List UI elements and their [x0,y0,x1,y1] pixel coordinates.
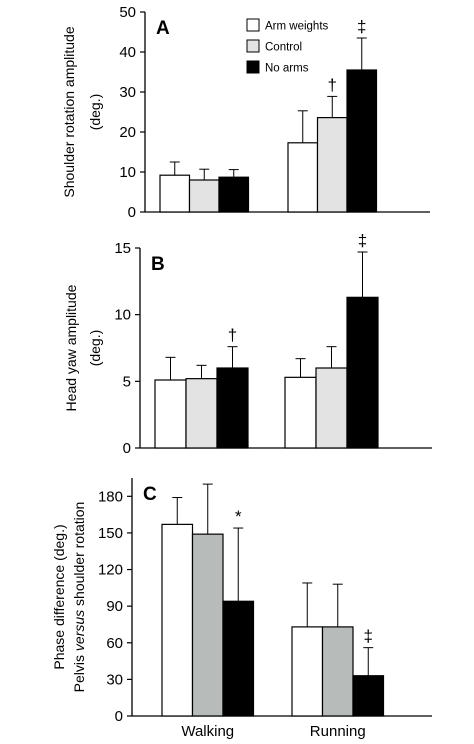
y-axis-label-part: versus [71,610,87,651]
bar-control [191,533,224,717]
significance-marker: † [228,326,237,345]
y-tick-label: 5 [123,373,131,390]
y-tick-label: 150 [98,525,123,542]
legend-swatch [246,39,260,53]
significance-marker: ‡ [358,231,367,250]
y-tick-label: 15 [114,240,131,257]
significance-marker: † [328,75,337,94]
y-tick-label: 180 [98,488,123,505]
y-axis-label: (deg.) [87,94,103,131]
y-axis-label: Pelvis versus shoulder rotation [71,502,87,693]
y-tick-label: 0 [123,440,131,457]
bar-no-arms [218,176,250,213]
x-tick-label: Running [310,723,366,740]
bar-arm-weights [291,626,324,717]
bar-arm-weights [161,523,194,717]
bar-control [188,179,220,213]
y-tick-label: 90 [106,598,123,615]
legend-label: Arm weights [265,21,329,33]
y-axis-label: Head yaw amplitude [63,284,79,411]
y-axis-label: Phase difference (deg.) [51,524,67,669]
y-tick-label: 30 [106,671,123,688]
legend: Arm weights Control No arms [246,18,329,75]
bar-no-arms [346,296,379,449]
bar-no-arms [346,69,378,213]
y-tick-label: 30 [119,84,136,101]
y-tick-label: 0 [115,708,123,725]
y-tick-label: 50 [119,4,136,21]
panel-label: B [151,254,165,275]
significance-marker: * [235,507,242,526]
x-tick-label: Walking [181,723,234,740]
bar-control [316,116,348,213]
y-axis-label-part: Pelvis [71,651,87,692]
panel-label: A [156,18,170,39]
bar-arm-weights [287,142,319,213]
y-axis-label-part: shoulder rotation [71,502,87,610]
panel-b: 0 5 10 15 Head yaw amplitude (deg.) B † ‡ [63,231,432,457]
bar-no-arms [216,367,249,449]
bar-arm-weights [284,376,317,449]
y-tick-label: 60 [106,635,123,652]
y-tick-label: 0 [128,204,136,221]
bar-no-arms [222,600,255,717]
panel-c: 0 30 60 90 120 150 180 Phase difference (deg.)P… [51,478,432,740]
bar-no-arms [352,675,385,717]
legend-label: Control [265,42,302,54]
y-tick-label: 20 [119,124,136,141]
y-axis-label: (deg.) [87,330,103,367]
bar-control [185,378,218,449]
y-tick-label: 120 [98,562,123,579]
y-tick-label: 10 [119,164,136,181]
bar-arm-weights [154,379,187,449]
panel-label: C [143,484,157,505]
significance-marker: ‡ [357,17,366,36]
legend-swatch [246,18,260,32]
bar-control [315,367,348,449]
legend-swatch [246,60,260,74]
y-axis-label: Shoulder rotation amplitude [61,26,77,197]
y-tick-label: 40 [119,44,136,61]
significance-marker: ‡ [364,627,373,646]
bar-control [321,626,354,717]
bar-arm-weights [159,174,191,213]
legend-label: No arms [265,63,309,75]
y-tick-label: 10 [114,307,131,324]
panel-a: 0 10 20 30 40 50 Shoulder rotation amplitude (d… [61,4,430,221]
